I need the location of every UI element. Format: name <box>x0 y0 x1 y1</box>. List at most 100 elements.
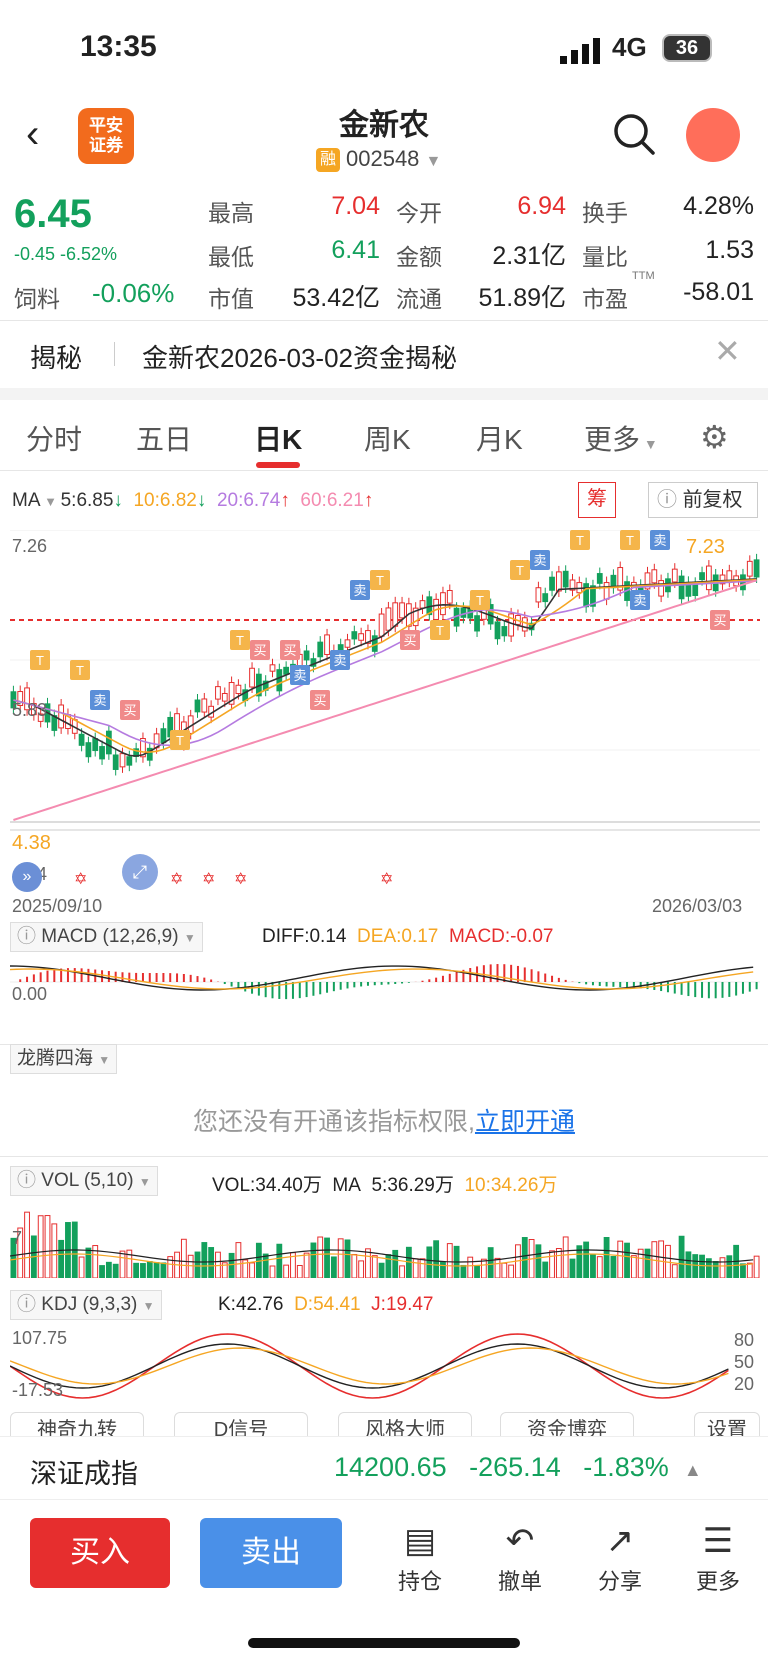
cancel-order-button[interactable]: ↶ 撤单 <box>480 1518 560 1596</box>
macd-chart <box>10 964 760 1000</box>
reveal-label: 揭秘 <box>30 343 83 373</box>
chevron-down-icon: ▼ <box>640 436 658 452</box>
index-name: 深证成指 <box>30 1459 138 1489</box>
svg-text:✡: ✡ <box>234 871 247 888</box>
undo-icon: ↶ <box>505 1522 535 1560</box>
kdj-ytop: 107.75 <box>12 1328 68 1348</box>
turnover-value: 4.28% <box>683 192 754 220</box>
float-label: 流通 <box>396 286 442 312</box>
price-change: -0.45 -6.52% <box>14 244 118 264</box>
kdj-ybot: -17.53 <box>12 1380 64 1400</box>
tab-weekly-k[interactable]: 周K <box>364 424 411 455</box>
hold-button[interactable]: ▤ 持仓 <box>380 1518 460 1596</box>
svg-text:T: T <box>36 653 44 668</box>
kdj-chart <box>10 1333 729 1399</box>
share-button[interactable]: ↗ 分享 <box>580 1518 660 1596</box>
macd-values: DIFF:0.14 DEA:0.17 MACD:-0.07 <box>262 926 554 947</box>
chevron-down-icon: ▼ <box>425 153 442 170</box>
open-label: 今开 <box>396 200 442 226</box>
current-price: 6.45 <box>14 192 92 236</box>
sector-name[interactable]: 饲料 <box>14 286 60 312</box>
svg-text:买: 买 <box>253 643 266 658</box>
svg-text:T: T <box>76 663 84 678</box>
svg-text:T: T <box>236 633 244 648</box>
reveal-link[interactable]: 金新农2026-03-02资金揭秘 <box>142 343 457 373</box>
expand-icon[interactable]: » <box>12 862 42 892</box>
more-button[interactable]: ☰ 更多 <box>678 1518 758 1596</box>
amount-label: 金额 <box>396 244 442 270</box>
svg-text:✡: ✡ <box>380 871 393 888</box>
macd-zero: 0.00 <box>12 984 48 1004</box>
kdj-selector[interactable]: ⓘ KDJ (9,3,3) ▼ <box>10 1290 162 1320</box>
k-ytop: 7.26 <box>12 536 48 556</box>
kdj-50: 50 <box>734 1352 755 1372</box>
kdj-values: K:42.76 D:54.41 J:19.47 <box>218 1294 434 1315</box>
ma-legend[interactable]: MA ▼ 5:6.85↓ 10:6.82↓ 20:6.74↑ 60:6.21↑ <box>12 490 374 511</box>
chevron-up-icon: ▲ <box>683 1460 702 1480</box>
document-icon: ▤ <box>403 1522 437 1560</box>
k-high-mark: 7.23 <box>686 536 725 558</box>
sell-button[interactable]: 卖出 <box>200 1518 342 1588</box>
amount-value: 2.31亿 <box>492 242 566 270</box>
search-icon[interactable] <box>612 112 656 156</box>
lthh-selector[interactable]: 龙腾四海 ▼ <box>10 1044 118 1074</box>
svg-text:卖: 卖 <box>653 533 666 548</box>
open-link[interactable]: 立即开通 <box>474 1108 575 1136</box>
gear-icon[interactable]: ⚙ <box>700 419 729 455</box>
tab-five-day[interactable]: 五日 <box>136 424 193 455</box>
k-ymid: 5.83 <box>12 700 48 720</box>
tab-monthly-k[interactable]: 月K <box>476 424 523 455</box>
signal-icon <box>560 38 600 64</box>
fullscreen-icon[interactable]: ⤢ <box>122 854 158 890</box>
svg-text:卖: 卖 <box>353 583 366 598</box>
adjust-button[interactable]: ⓘ 前复权 <box>648 482 758 518</box>
broker-logo: 平安 证券 <box>78 108 134 164</box>
svg-text:T: T <box>576 533 584 548</box>
vol-selector[interactable]: ⓘ VOL (5,10) ▼ <box>10 1166 158 1196</box>
vol-values: VOL:34.40万 MA 5:36.29万 10:34.26万 <box>212 1175 558 1196</box>
svg-text:T: T <box>626 533 634 548</box>
svg-text:✡: ✡ <box>202 871 215 888</box>
svg-text:T: T <box>176 733 184 748</box>
home-indicator <box>248 1638 520 1648</box>
svg-text:买: 买 <box>403 633 416 648</box>
date-start: 2025/09/10 <box>12 896 103 916</box>
float-value: 51.89亿 <box>478 284 566 312</box>
svg-text:✡: ✡ <box>170 871 183 888</box>
svg-text:T: T <box>516 563 524 578</box>
avatar[interactable] <box>686 108 740 162</box>
back-icon[interactable]: ‹ <box>26 112 40 156</box>
stock-code[interactable]: 002548 ▼ <box>346 146 442 171</box>
svg-text:✡: ✡ <box>74 871 87 888</box>
permission-notice: 您还没有开通该指标权限,立即开通 <box>193 1108 575 1136</box>
close-icon[interactable]: ✕ <box>714 333 741 369</box>
svg-text:卖: 卖 <box>93 693 106 708</box>
tab-intraday[interactable]: 分时 <box>26 424 83 455</box>
pe-label: 市盈 <box>582 286 628 312</box>
low-label: 最低 <box>208 244 254 270</box>
tab-more[interactable]: 更多 ▼ <box>584 424 658 455</box>
battery-icon: 36 <box>662 34 712 62</box>
low-value: 6.41 <box>331 236 380 264</box>
svg-text:卖: 卖 <box>533 553 546 568</box>
svg-text:T: T <box>476 593 484 608</box>
tab-daily-k[interactable]: 日K <box>254 424 303 455</box>
svg-text:T: T <box>436 623 444 638</box>
chip-button[interactable]: 筹 <box>578 482 616 518</box>
network-type: 4G <box>612 32 647 62</box>
menu-icon: ☰ <box>702 1522 734 1560</box>
svg-text:买: 买 <box>313 693 326 708</box>
buy-button[interactable]: 买入 <box>30 1518 170 1588</box>
pe-ttm: TTM <box>632 270 655 282</box>
svg-text:买: 买 <box>123 703 136 718</box>
macd-selector[interactable]: ⓘ MACD (12,26,9) ▼ <box>10 922 203 952</box>
svg-text:卖: 卖 <box>293 668 306 683</box>
svg-text:卖: 卖 <box>633 593 646 608</box>
index-values: 14200.65 -265.14 -1.83% ▲ <box>334 1452 702 1482</box>
high-label: 最高 <box>208 200 254 226</box>
pe-value: -58.01 <box>683 278 754 306</box>
index-bar[interactable] <box>0 1436 768 1500</box>
status-time: 13:35 <box>80 30 157 63</box>
turnover-label: 换手 <box>582 200 628 226</box>
